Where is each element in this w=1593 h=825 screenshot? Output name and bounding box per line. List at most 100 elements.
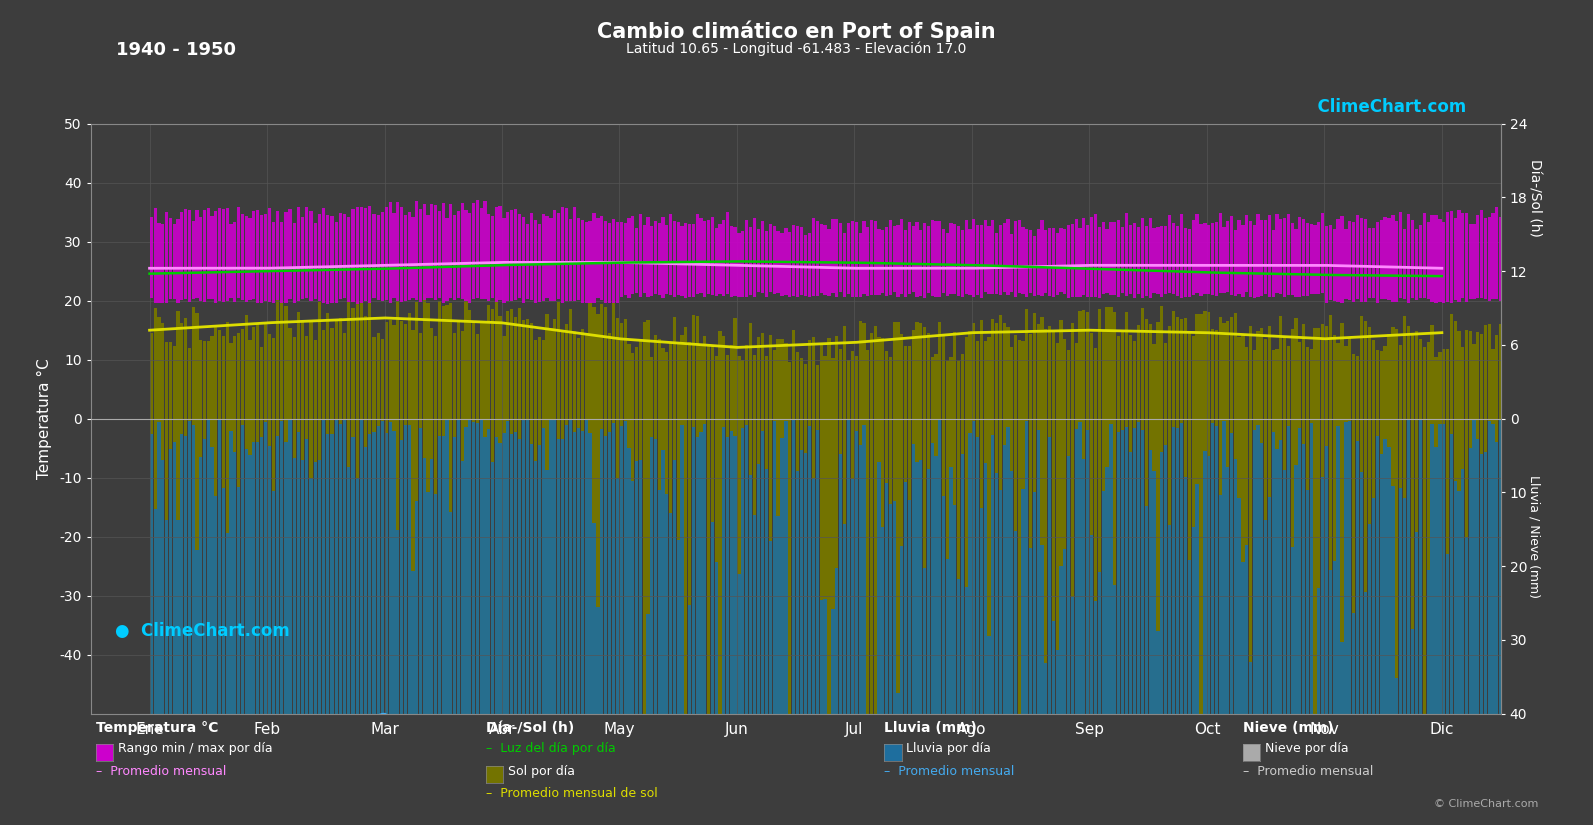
Bar	[1176, 428, 1179, 714]
Bar	[1526, 438, 1529, 714]
Bar	[166, 342, 169, 714]
Bar	[1352, 613, 1356, 714]
Bar	[953, 505, 956, 714]
Bar	[1048, 228, 1051, 296]
Bar	[263, 422, 266, 714]
Bar	[256, 210, 260, 303]
Bar	[1521, 454, 1525, 714]
Bar	[604, 307, 607, 714]
Bar	[577, 338, 580, 714]
Bar	[1548, 332, 1552, 714]
Bar	[1483, 324, 1486, 714]
Bar	[561, 439, 564, 714]
Bar	[272, 222, 276, 303]
Bar	[612, 423, 615, 714]
Bar	[1268, 497, 1271, 714]
Bar	[419, 333, 422, 714]
Bar	[280, 421, 284, 714]
Bar	[1227, 221, 1230, 293]
Bar	[210, 216, 213, 299]
Bar	[1168, 526, 1171, 714]
Bar	[542, 340, 545, 714]
Bar	[927, 226, 930, 293]
Bar	[916, 323, 919, 714]
Bar	[965, 337, 969, 714]
Bar	[1491, 213, 1494, 299]
Bar	[1321, 323, 1324, 714]
Bar	[722, 336, 725, 714]
Bar	[207, 341, 210, 714]
Bar	[1545, 323, 1548, 714]
Bar	[537, 224, 540, 302]
Bar	[150, 434, 153, 714]
Bar	[523, 420, 526, 714]
Bar	[360, 420, 363, 714]
Bar	[1252, 431, 1255, 714]
Bar	[1257, 331, 1260, 714]
Bar	[886, 227, 889, 296]
Bar	[355, 301, 358, 714]
Bar	[1145, 226, 1149, 296]
Text: ClimeChart.com: ClimeChart.com	[1306, 98, 1467, 116]
Bar	[999, 490, 1002, 714]
Bar	[199, 217, 202, 301]
Bar	[1376, 436, 1380, 714]
Bar	[680, 225, 683, 296]
Bar	[585, 334, 588, 714]
Bar	[1195, 214, 1198, 293]
Bar	[816, 431, 819, 714]
Bar	[553, 420, 556, 714]
Bar	[558, 439, 561, 714]
Bar	[502, 433, 505, 714]
Bar	[449, 204, 452, 298]
Bar	[1152, 345, 1155, 714]
Bar	[642, 225, 645, 293]
Bar	[172, 441, 175, 714]
Bar	[577, 218, 580, 300]
Bar	[1257, 425, 1260, 714]
Bar	[1145, 507, 1149, 714]
Bar	[491, 216, 494, 298]
Bar	[1376, 350, 1380, 714]
Bar	[738, 573, 741, 714]
Bar	[260, 215, 263, 304]
Bar	[804, 235, 808, 296]
Bar	[824, 599, 827, 714]
Bar	[1450, 314, 1453, 714]
Bar	[566, 426, 569, 714]
Bar	[392, 325, 395, 714]
Bar	[188, 210, 191, 302]
Bar	[1368, 328, 1372, 714]
Bar	[276, 210, 279, 300]
Bar	[1133, 428, 1136, 714]
Bar	[1337, 427, 1340, 714]
Bar	[927, 469, 930, 714]
Bar	[672, 460, 675, 714]
Bar	[746, 345, 749, 714]
Bar	[938, 420, 941, 714]
Bar	[789, 232, 792, 297]
Bar	[1059, 229, 1063, 292]
Bar	[1298, 217, 1301, 297]
Bar	[1117, 336, 1120, 714]
Bar	[889, 357, 892, 714]
Bar	[832, 358, 835, 714]
Bar	[1129, 452, 1133, 714]
Bar	[908, 222, 911, 294]
Bar	[957, 579, 961, 714]
Bar	[569, 219, 572, 301]
Bar	[309, 320, 312, 714]
Bar	[169, 342, 172, 714]
Bar	[796, 352, 800, 714]
Bar	[381, 421, 384, 714]
Bar	[1037, 229, 1040, 295]
Bar	[476, 423, 479, 714]
Bar	[1268, 215, 1271, 296]
Bar	[268, 334, 271, 714]
Bar	[946, 233, 949, 296]
Bar	[153, 509, 156, 714]
Bar	[1438, 219, 1442, 302]
Bar	[1438, 423, 1442, 714]
Bar	[342, 333, 346, 714]
Bar	[647, 217, 650, 297]
